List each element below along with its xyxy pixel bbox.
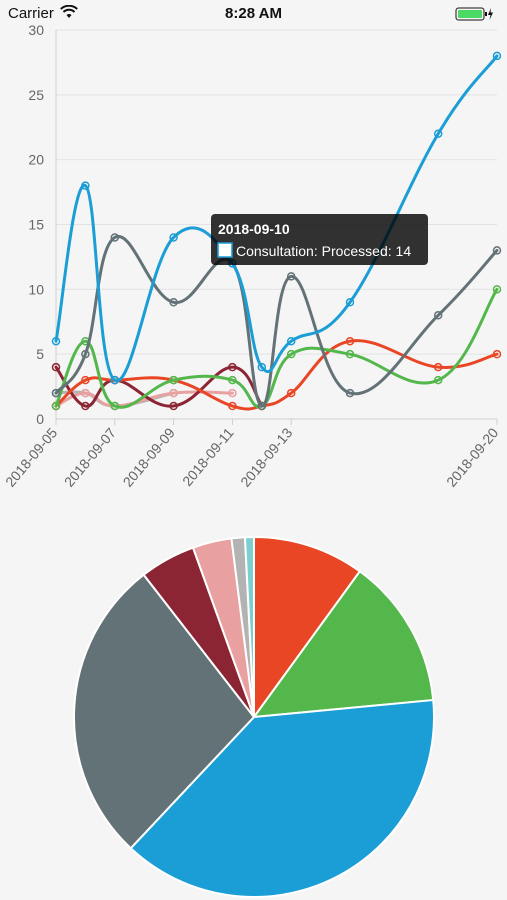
data-point <box>286 388 296 398</box>
carrier-label: Carrier <box>8 5 54 22</box>
data-point <box>169 298 178 307</box>
data-point <box>228 388 237 398</box>
data-point <box>81 388 90 398</box>
data-point <box>51 336 61 346</box>
data-point <box>492 51 502 61</box>
clock: 8:28 AM <box>225 5 282 22</box>
data-point <box>257 362 267 372</box>
chart-tooltip: 2018-09-10 Consultation: Processed: 14 <box>211 214 428 265</box>
pie-slice[interactable] <box>73 573 256 850</box>
data-point <box>110 401 120 411</box>
y-tick-label: 30 <box>28 22 44 38</box>
y-tick-label: 5 <box>36 346 44 362</box>
data-point <box>169 401 178 411</box>
series-line <box>54 235 499 408</box>
pie-slice[interactable] <box>243 535 255 718</box>
data-point <box>492 349 502 359</box>
x-tick-label: 2018-09-20 <box>443 424 501 489</box>
data-point <box>492 246 502 255</box>
data-point <box>110 375 120 385</box>
battery-icon <box>455 7 493 21</box>
data-point <box>81 401 90 411</box>
data-point <box>81 349 90 359</box>
status-bar: Carrier 8:28 AM <box>0 0 507 28</box>
data-point <box>257 401 267 411</box>
tooltip-label: Consultation: Processed: 14 <box>236 243 411 259</box>
data-point <box>81 181 90 190</box>
series-line <box>54 287 499 409</box>
data-point <box>433 129 443 138</box>
data-point <box>492 285 502 294</box>
data-point <box>51 401 61 411</box>
data-point <box>345 388 355 398</box>
x-tick-label: 2018-09-09 <box>120 424 178 489</box>
data-point <box>433 311 443 320</box>
wifi-icon <box>60 5 78 18</box>
y-tick-label: 15 <box>28 217 44 233</box>
data-point <box>345 336 355 346</box>
data-point <box>228 362 237 372</box>
y-tick-label: 20 <box>28 152 44 168</box>
x-tick-label: 2018-09-11 <box>179 424 237 489</box>
y-tick-label: 0 <box>36 411 44 427</box>
tooltip-box <box>211 214 428 265</box>
data-point <box>110 233 120 242</box>
data-point <box>345 298 355 307</box>
data-point <box>169 233 178 242</box>
y-tick-label: 25 <box>28 87 44 103</box>
x-tick-label: 2018-09-05 <box>2 424 60 489</box>
data-point <box>169 388 178 398</box>
data-point <box>286 336 296 346</box>
pie-chart <box>73 535 435 898</box>
tooltip-swatch <box>217 242 233 258</box>
series-line <box>54 365 264 408</box>
data-point <box>81 375 90 385</box>
data-point <box>286 349 296 359</box>
data-point <box>433 375 443 385</box>
data-point <box>345 349 355 359</box>
x-tick-label: 2018-09-13 <box>237 424 295 489</box>
data-point <box>169 375 178 385</box>
data-point <box>228 375 237 385</box>
x-tick-label: 2018-09-07 <box>61 424 119 489</box>
data-point <box>228 401 237 411</box>
pie-slice[interactable] <box>251 569 435 719</box>
tooltip-title: 2018-09-10 <box>218 221 290 237</box>
y-tick-label: 10 <box>28 281 44 297</box>
data-point <box>51 388 61 398</box>
pie-slice[interactable] <box>253 535 362 721</box>
data-point <box>286 272 296 281</box>
data-point <box>433 362 443 372</box>
pie-slice[interactable] <box>129 698 435 898</box>
data-point <box>51 362 61 372</box>
